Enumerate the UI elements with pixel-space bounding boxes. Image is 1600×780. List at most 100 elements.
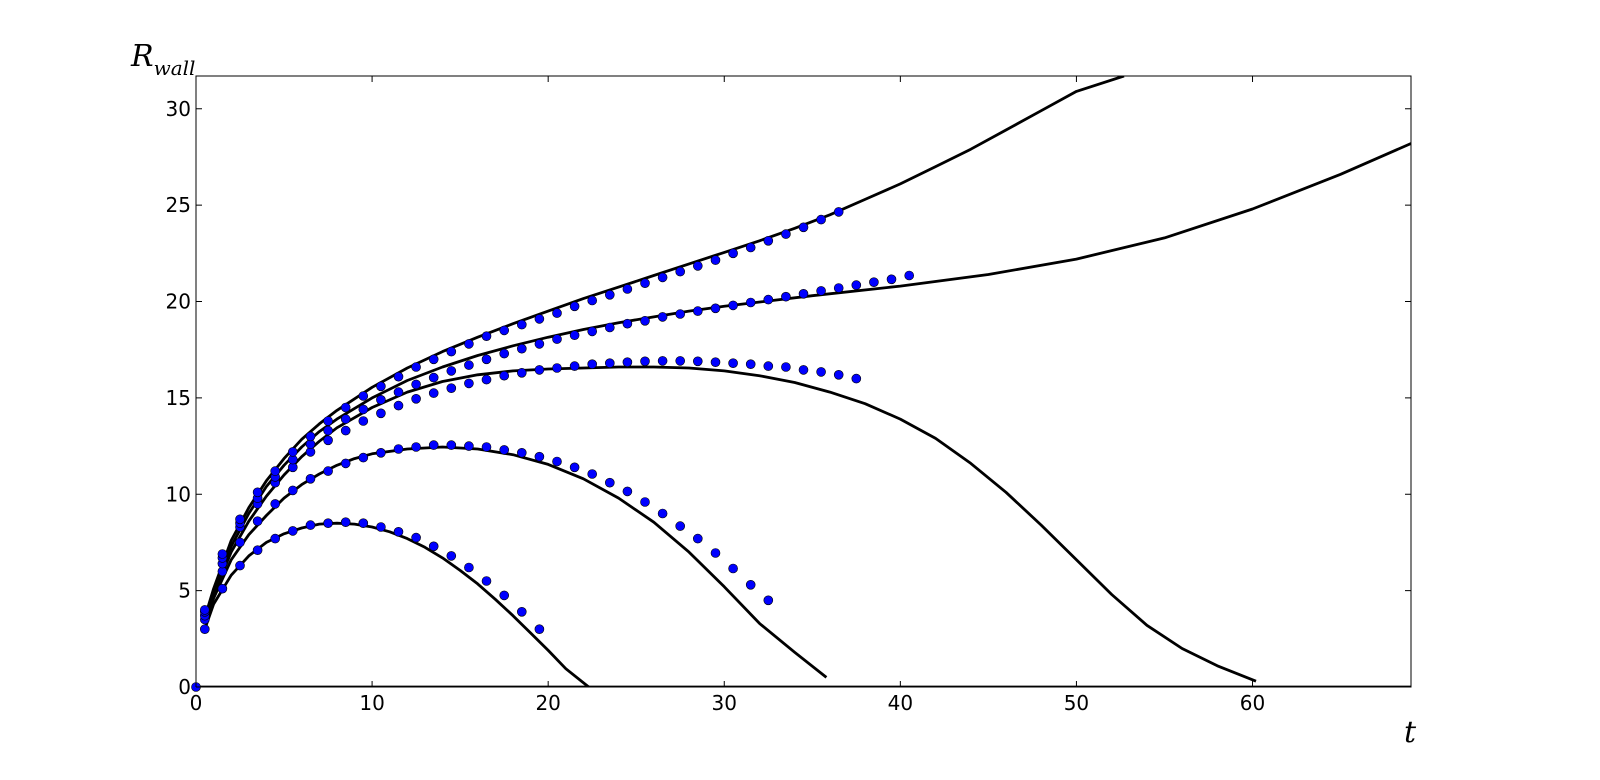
series-point-5: [516, 367, 527, 378]
series-point-1: [376, 522, 386, 532]
series-point-5: [851, 373, 862, 384]
series-point-9: [287, 447, 298, 457]
series-point-1: [481, 576, 492, 586]
x-tick-label: 10: [359, 691, 384, 715]
series-point-1: [270, 533, 281, 544]
series-point-9: [534, 314, 545, 324]
series-line-2: [203, 445, 828, 679]
series-point-9: [692, 261, 703, 271]
series-point-1: [516, 606, 527, 617]
series-point-5: [358, 416, 369, 426]
series-point-9: [340, 402, 351, 413]
series-point-1: [287, 526, 298, 536]
x-tick-label: 30: [712, 691, 737, 715]
series-point-7: [886, 274, 897, 285]
series-point-7: [446, 366, 457, 376]
series-point-3: [428, 440, 439, 450]
series-point-5: [798, 365, 809, 375]
y-tick-label: 10: [166, 482, 191, 506]
series-point-7: [622, 318, 633, 329]
series-point-7: [692, 306, 703, 316]
series-point-9: [728, 248, 738, 259]
series-point-5: [604, 358, 615, 369]
series-point-9: [798, 222, 809, 233]
series-point-9: [411, 362, 421, 372]
series-point-7: [657, 312, 668, 322]
series-point-7: [376, 394, 386, 405]
series-point-9: [833, 207, 844, 217]
series-point-3: [675, 521, 686, 531]
series-point-3: [358, 452, 369, 463]
y-axis-label: Rwall: [130, 39, 195, 80]
series-point-1: [340, 517, 351, 528]
series-point-9: [763, 236, 774, 246]
series-point-5: [781, 362, 791, 372]
series-point-3: [657, 508, 668, 519]
series-point-9: [499, 325, 510, 336]
series-point-3: [305, 473, 316, 484]
series-point-7: [710, 303, 721, 314]
series-point-3: [270, 499, 281, 509]
series-point-1: [464, 562, 474, 573]
series-point-3: [499, 445, 510, 455]
series-point-5: [393, 400, 404, 411]
y-axis-label-main: R: [130, 39, 154, 74]
series-point-3: [534, 451, 545, 462]
y-tick-label: 20: [166, 290, 191, 314]
series-point-9: [569, 301, 580, 312]
y-tick-label: 5: [178, 579, 191, 603]
series-point-3: [692, 533, 703, 544]
series-point-3: [340, 458, 351, 469]
series-point-5: [340, 425, 351, 436]
series-point-1: [393, 526, 404, 537]
series-point-7: [534, 339, 545, 349]
series-point-3: [235, 537, 245, 548]
y-tick-label: 0: [178, 675, 191, 699]
series-point-7: [798, 288, 809, 299]
series-point-9: [640, 278, 650, 289]
series-point-3: [323, 466, 333, 476]
series-point-5: [710, 357, 721, 368]
series-point-5: [499, 370, 510, 381]
series-point-5: [640, 356, 650, 367]
series-point-3: [287, 485, 298, 496]
series-point-9: [481, 331, 492, 342]
series-point-1: [305, 520, 316, 530]
series-point-9: [622, 284, 633, 294]
series-point-9: [428, 354, 439, 365]
tick-layer: 0 10 20 30 40 50 60 0 5 10 15 20 25 30: [166, 76, 1411, 715]
series-point-1: [534, 624, 545, 635]
series-point-7: [323, 425, 333, 436]
series-point-9: [217, 549, 228, 559]
series-point-9: [587, 295, 598, 306]
series-point-3: [446, 440, 457, 450]
series-point-9: [393, 371, 404, 382]
series-point-9: [781, 229, 791, 239]
series-point-7: [869, 277, 879, 288]
series-point-3: [763, 595, 774, 606]
series-point-5: [464, 378, 474, 389]
series-point-7: [640, 315, 650, 326]
series-point-1: [200, 624, 210, 635]
series-point-3: [464, 441, 474, 451]
series-point-5: [692, 356, 703, 367]
series-point-7: [728, 300, 738, 311]
series-point-3: [622, 486, 633, 497]
series-point-7: [428, 372, 439, 383]
series-point-9: [464, 339, 474, 349]
series-point-3: [745, 579, 756, 590]
x-tick-label: 40: [888, 691, 913, 715]
series-point-9: [516, 319, 527, 330]
series-point-5: [657, 356, 668, 366]
series-point-1: [358, 518, 369, 529]
plot-frame: [195, 75, 1412, 688]
series-point-7: [587, 326, 598, 337]
series-point-9: [604, 289, 615, 300]
series-point-5: [833, 369, 844, 380]
series-point-3: [516, 447, 527, 458]
series-point-5: [376, 408, 386, 419]
series-point-9: [376, 381, 386, 392]
x-tick-label: 50: [1064, 691, 1089, 715]
series-point-7: [781, 291, 791, 302]
